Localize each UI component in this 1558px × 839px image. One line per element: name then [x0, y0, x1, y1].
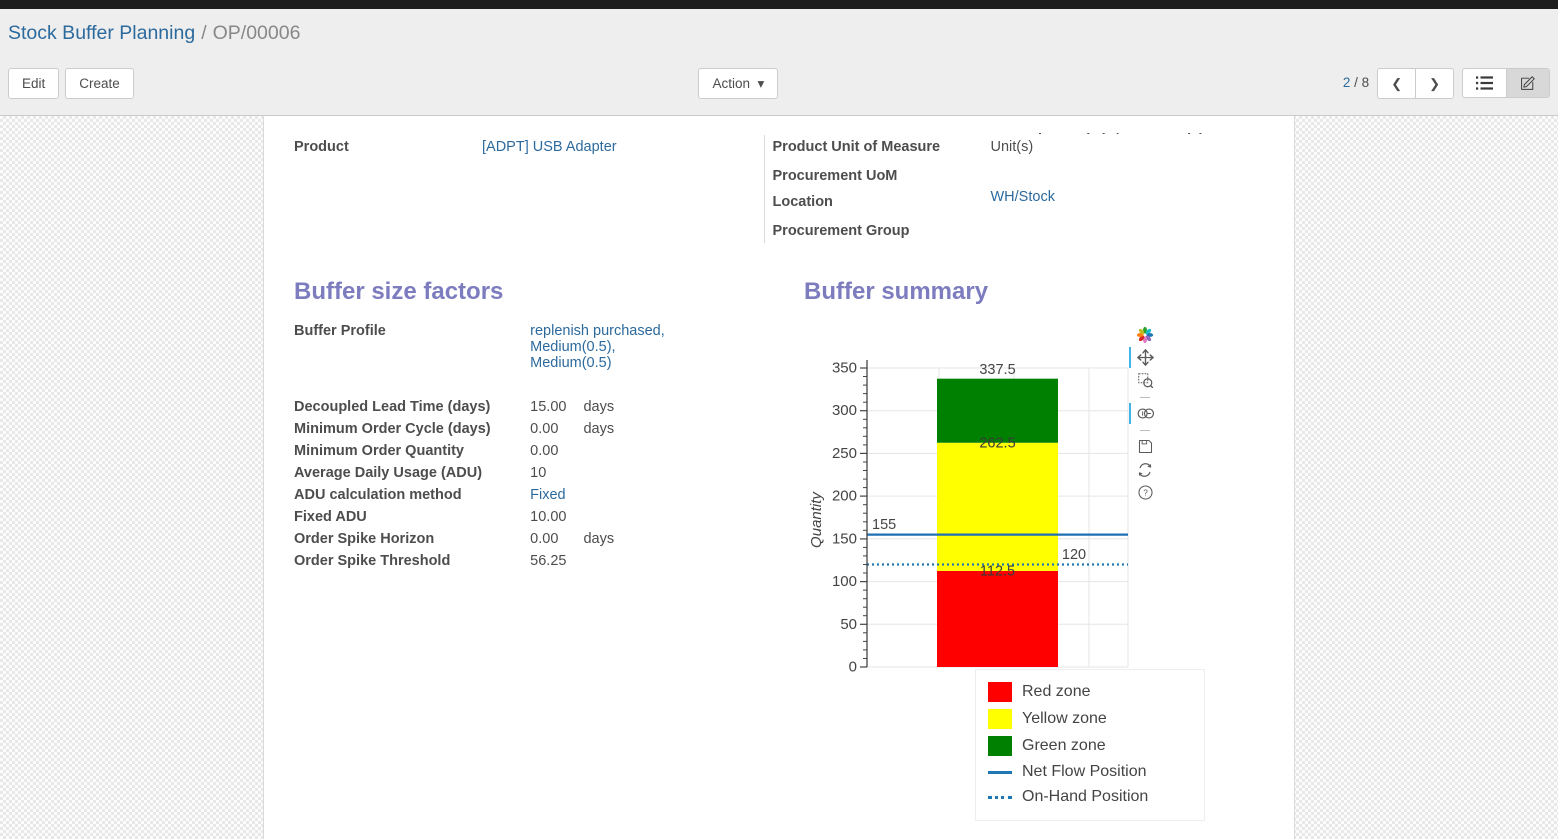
svg-text:112.5: 112.5 [980, 564, 1015, 580]
svg-text:250: 250 [832, 445, 857, 462]
svg-text:155: 155 [872, 517, 896, 533]
svg-text:350: 350 [832, 360, 857, 377]
svg-text:0: 0 [849, 659, 857, 676]
svg-text:Quantity: Quantity [808, 491, 825, 548]
svg-text:100: 100 [832, 573, 857, 590]
svg-text:120: 120 [1062, 547, 1086, 563]
svg-text:50: 50 [840, 616, 857, 633]
svg-text:337.5: 337.5 [979, 362, 1015, 378]
svg-text:200: 200 [832, 488, 857, 505]
svg-text:262.5: 262.5 [979, 436, 1015, 452]
svg-text:150: 150 [832, 530, 857, 547]
svg-text:?: ? [1143, 489, 1148, 498]
svg-text:300: 300 [832, 402, 857, 419]
